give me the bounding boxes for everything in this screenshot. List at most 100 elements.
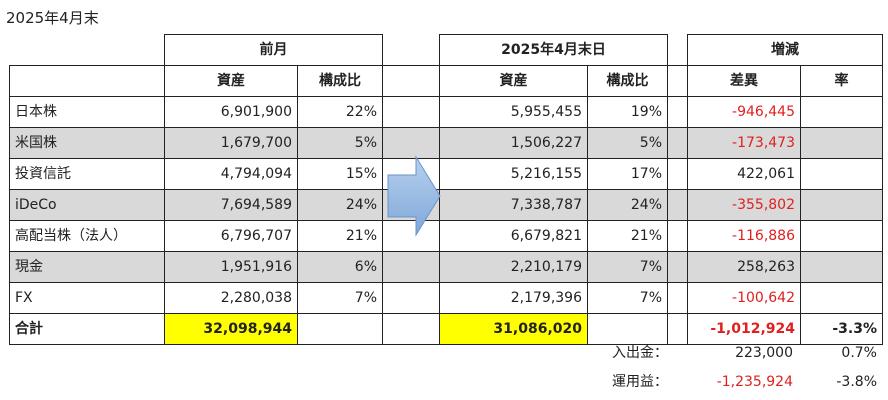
prev-assets-cell: 1,679,700 (164, 127, 298, 159)
table-row: 日本株 6,901,900 22% 5,955,455 19% -946,445 (9, 96, 883, 128)
gap-cell (667, 251, 688, 283)
cur-assets-cell: 5,955,455 (439, 96, 588, 128)
group-header-row: 前月 2025年4月末日 増減 (10, 34, 883, 66)
prev-ratio-cell: 22% (297, 96, 383, 128)
group-header-change: 増減 (687, 34, 883, 66)
row-name: 現金 (9, 251, 165, 283)
col-cur-ratio: 構成比 (587, 65, 668, 97)
sheet-caption: 2025年4月末 (6, 9, 99, 27)
cur-ratio-cell: 19% (587, 96, 668, 128)
right-arrow-icon (387, 155, 441, 237)
rate-cell (800, 127, 883, 159)
row-name: FX (9, 282, 165, 314)
investment-gain-value: -1,235,924 (716, 374, 793, 390)
cur-ratio-cell: 24% (587, 189, 668, 221)
total-prev-assets: 32,098,944 (164, 313, 298, 345)
investment-gain-rate: -3.8% (836, 374, 877, 390)
prev-ratio-cell: 5% (297, 127, 383, 159)
group-header-prev: 前月 (164, 34, 383, 66)
row-name: 投資信託 (9, 158, 165, 190)
prev-ratio-cell: 7% (297, 282, 383, 314)
cash-flow-rate: 0.7% (841, 345, 877, 361)
diff-cell: -100,642 (687, 282, 801, 314)
total-label: 合計 (9, 313, 165, 345)
prev-assets-cell: 7,694,589 (164, 189, 298, 221)
cur-ratio-cell: 21% (587, 220, 668, 252)
gap-cell (667, 65, 688, 97)
cur-assets-cell: 7,338,787 (439, 189, 588, 221)
col-diff: 差異 (687, 65, 801, 97)
gap-cell (667, 127, 688, 159)
table-row: iDeCo 7,694,589 24% 7,338,787 24% -355,802 (9, 189, 883, 221)
cur-assets-cell: 2,179,396 (439, 282, 588, 314)
total-prev-ratio (297, 313, 383, 345)
gap-cell (382, 282, 440, 314)
gap-cell (667, 220, 688, 252)
diff-cell: -355,802 (687, 189, 801, 221)
gap-cell (667, 282, 688, 314)
rate-cell (800, 282, 883, 314)
rate-cell (800, 220, 883, 252)
table-row: FX 2,280,038 7% 2,179,396 7% -100,642 (9, 282, 883, 314)
prev-ratio-cell: 15% (297, 158, 383, 190)
table-row: 米国株 1,679,700 5% 1,506,227 5% -173,473 (9, 127, 883, 159)
gap-cell (382, 313, 440, 345)
prev-ratio-cell: 6% (297, 251, 383, 283)
rate-cell (800, 158, 883, 190)
col-prev-assets: 資産 (164, 65, 298, 97)
diff-cell: 258,263 (687, 251, 801, 283)
total-cur-ratio (587, 313, 668, 345)
rate-cell (800, 96, 883, 128)
table-row: 現金 1,951,916 6% 2,210,179 7% 258,263 (9, 251, 883, 283)
gap-cell (667, 313, 688, 345)
prev-assets-cell: 2,280,038 (164, 282, 298, 314)
item-header-cell (9, 65, 165, 97)
cur-assets-cell: 5,216,155 (439, 158, 588, 190)
row-name: 高配当株（法人） (9, 220, 165, 252)
gap-cell (667, 189, 688, 221)
cur-ratio-cell: 7% (587, 251, 668, 283)
gap-cell (667, 96, 688, 128)
cur-ratio-cell: 17% (587, 158, 668, 190)
cash-flow-value: 223,000 (735, 345, 793, 361)
gap-cell (382, 96, 440, 128)
prev-assets-cell: 6,796,707 (164, 220, 298, 252)
prev-assets-cell: 4,794,094 (164, 158, 298, 190)
row-name: iDeCo (9, 189, 165, 221)
cur-ratio-cell: 7% (587, 282, 668, 314)
col-prev-ratio: 構成比 (297, 65, 383, 97)
investment-gain-label: 運用益： (612, 374, 668, 390)
row-name: 米国株 (9, 127, 165, 159)
group-header-current: 2025年4月末日 (439, 34, 668, 66)
cash-flow-label: 入出金： (612, 345, 668, 361)
prev-ratio-cell: 24% (297, 189, 383, 221)
total-row: 合計 32,098,944 31,086,020 -1,012,924 -3.3% (9, 313, 883, 345)
prev-assets-cell: 1,951,916 (164, 251, 298, 283)
cur-assets-cell: 6,679,821 (439, 220, 588, 252)
column-header-row: 資産 構成比 資産 構成比 差異 率 (9, 65, 883, 97)
total-cur-assets: 31,086,020 (439, 313, 588, 345)
gap-cell (382, 220, 440, 252)
col-rate: 率 (800, 65, 883, 97)
total-diff: -1,012,924 (687, 313, 801, 345)
diff-cell: -116,886 (687, 220, 801, 252)
prev-ratio-cell: 21% (297, 220, 383, 252)
col-cur-assets: 資産 (439, 65, 588, 97)
cur-assets-cell: 2,210,179 (439, 251, 588, 283)
rate-cell (800, 251, 883, 283)
rate-cell (800, 189, 883, 221)
gap-cell (382, 251, 440, 283)
table-row: 投資信託 4,794,094 15% 5,216,155 17% 422,061 (9, 158, 883, 190)
gap-cell (382, 65, 440, 97)
diff-cell: -946,445 (687, 96, 801, 128)
row-name: 日本株 (9, 96, 165, 128)
diff-cell: 422,061 (687, 158, 801, 190)
diff-cell: -173,473 (687, 127, 801, 159)
cur-ratio-cell: 5% (587, 127, 668, 159)
total-rate: -3.3% (800, 313, 883, 345)
gap-cell (667, 158, 688, 190)
gap-cell (382, 127, 440, 159)
cur-assets-cell: 1,506,227 (439, 127, 588, 159)
table-row: 高配当株（法人） 6,796,707 21% 6,679,821 21% -116,886 (9, 220, 883, 252)
prev-assets-cell: 6,901,900 (164, 96, 298, 128)
